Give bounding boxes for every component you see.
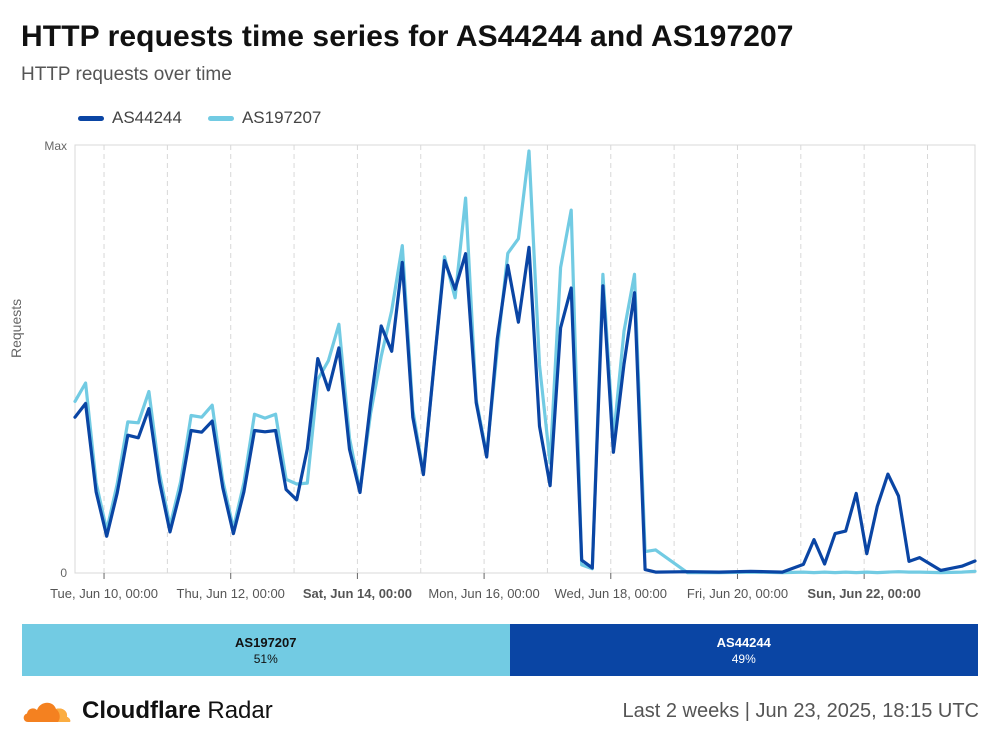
legend-label-as44244: AS44244 — [112, 108, 182, 127]
share-pct-as44244: 49% — [731, 651, 756, 666]
legend-item-as44244[interactable]: AS44244 — [78, 108, 182, 128]
y-tick-label-zero: 0 — [60, 566, 67, 580]
plot-frame — [74, 144, 976, 574]
share-segment-as44244[interactable]: AS44244 49% — [509, 624, 978, 676]
brand-name-bold: Cloudflare — [82, 697, 201, 724]
brand-name-rest: Radar — [200, 697, 273, 724]
cloudflare-radar-logo[interactable]: Cloudflare Radar — [22, 697, 273, 725]
share-bar: AS197207 51% AS44244 49% — [22, 624, 978, 676]
x-tick-label: Thu, Jun 12, 00:00 — [177, 586, 285, 601]
x-tick-label: Wed, Jun 18, 00:00 — [555, 586, 668, 601]
legend-swatch-as44244 — [78, 115, 104, 121]
series-line-as44244 — [73, 245, 977, 574]
chart-subtitle: HTTP requests over time — [21, 64, 232, 85]
share-name-as197207: AS197207 — [235, 634, 297, 650]
timeframe-label: Last 2 weeks | Jun 23, 2025, 18:15 UTC — [622, 700, 979, 722]
chart-title: HTTP requests time series for AS44244 an… — [21, 20, 794, 53]
share-segment-as197207[interactable]: AS197207 51% — [22, 624, 510, 676]
legend-item-as197207[interactable]: AS197207 — [207, 108, 322, 128]
x-tick-label: Tue, Jun 10, 00:00 — [50, 586, 158, 601]
legend-swatch-as197207 — [207, 115, 234, 121]
share-pct-as197207: 51% — [253, 651, 278, 666]
x-tick-label: Sat, Jun 14, 00:00 — [303, 586, 412, 601]
brand-name: Cloudflare Radar — [82, 697, 273, 725]
share-name-as44244: AS44244 — [716, 634, 771, 650]
line-chart: Tue, Jun 10, 00:00 Thu, Jun 12, 00:00 Sat,… — [44, 139, 977, 601]
cloudflare-cloud-icon — [23, 702, 71, 722]
x-tick-label: Mon, Jun 16, 00:00 — [428, 586, 539, 601]
series-line-as197207 — [73, 149, 977, 575]
y-tick-label-max: Max — [44, 139, 67, 153]
x-tick-label: Sun, Jun 22, 00:00 — [807, 586, 920, 601]
legend: AS44244 AS197207 — [78, 108, 321, 128]
x-tick-label: Fri, Jun 20, 00:00 — [687, 586, 788, 601]
legend-label-as197207: AS197207 — [241, 108, 322, 127]
